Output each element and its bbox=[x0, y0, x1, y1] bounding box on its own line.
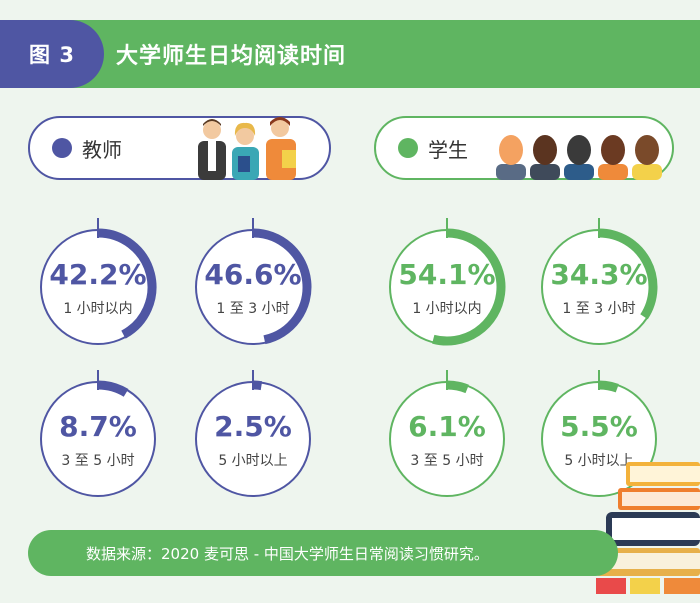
ring-label: 1 至 3 小时 bbox=[562, 301, 636, 317]
teacher-group-pill: 教师 bbox=[28, 116, 331, 180]
ring-percent-arc bbox=[97, 228, 157, 339]
students-illustration-icon bbox=[496, 135, 662, 180]
ring-percent-arc bbox=[97, 380, 129, 397]
ring-percent: 46.6% bbox=[204, 258, 302, 291]
ring-label: 3 至 5 小时 bbox=[61, 453, 135, 469]
ring-label: 1 至 3 小时 bbox=[216, 301, 290, 317]
ring-percent: 34.3% bbox=[550, 258, 648, 291]
ring-percent-arc bbox=[598, 380, 619, 393]
ring-label: 5 小时以上 bbox=[218, 453, 288, 469]
ring-percent: 6.1% bbox=[408, 410, 486, 443]
header-bar bbox=[0, 20, 700, 88]
page-title: 大学师生日均阅读时间 bbox=[116, 44, 347, 69]
ring-percent-arc bbox=[252, 228, 312, 345]
ring-label: 3 至 5 小时 bbox=[410, 453, 484, 469]
ring-percent: 54.1% bbox=[398, 258, 496, 291]
ring-label: 1 小时以内 bbox=[63, 301, 133, 317]
ring-percent: 5.5% bbox=[560, 410, 638, 443]
source-footer: 数据来源：2020 麦可思 - 中国大学师生日常阅读习惯研究。 bbox=[28, 530, 618, 576]
ring-label: 5 小时以上 bbox=[564, 453, 634, 469]
student-ring-under-1h: 54.1% 1 小时以内 bbox=[384, 210, 510, 350]
ring-percent: 42.2% bbox=[49, 258, 147, 291]
teacher-dot-icon bbox=[52, 138, 72, 158]
ring-percent-arc bbox=[432, 228, 506, 346]
teacher-ring-1-3h: 46.6% 1 至 3 小时 bbox=[190, 210, 316, 350]
student-dot-icon bbox=[398, 138, 418, 158]
figure-tag: 图 3 bbox=[0, 20, 104, 88]
teacher-group-label: 教师 bbox=[82, 138, 122, 162]
student-ring-3-5h: 6.1% 3 至 5 小时 bbox=[384, 362, 510, 502]
teacher-ring-over-5h: 2.5% 5 小时以上 bbox=[190, 362, 316, 502]
ring-percent-arc bbox=[446, 380, 469, 394]
teacher-ring-under-1h: 42.2% 1 小时以内 bbox=[35, 210, 161, 350]
ring-percent-arc bbox=[598, 228, 658, 320]
books-stack-icon bbox=[596, 462, 700, 594]
ring-label: 1 小时以内 bbox=[412, 301, 482, 317]
teacher-ring-3-5h: 8.7% 3 至 5 小时 bbox=[35, 362, 161, 502]
teachers-illustration-icon bbox=[198, 117, 296, 180]
student-group-label: 学生 bbox=[428, 138, 468, 162]
student-ring-1-3h: 34.3% 1 至 3 小时 bbox=[536, 210, 662, 350]
ring-percent-arc bbox=[252, 380, 263, 391]
student-group-pill: 学生 bbox=[374, 116, 674, 180]
ring-percent: 8.7% bbox=[59, 410, 137, 443]
ring-percent: 2.5% bbox=[214, 410, 292, 443]
